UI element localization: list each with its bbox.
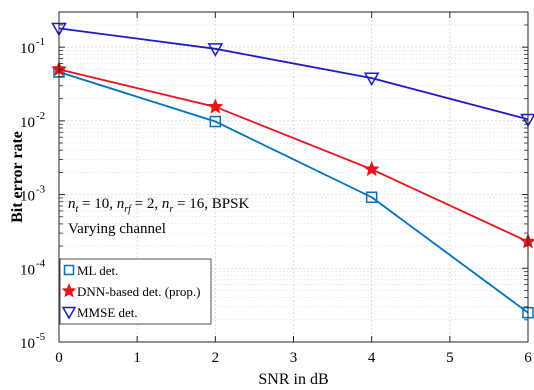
x-tick-label: 2 xyxy=(212,350,220,366)
x-axis-title: SNR in dB xyxy=(258,371,328,388)
x-tick-label: 0 xyxy=(55,350,63,366)
series-point-0 xyxy=(365,191,378,204)
legend-box xyxy=(59,258,212,325)
y-tick-exponent: -1 xyxy=(36,36,45,48)
legend-marker-2 xyxy=(61,306,77,320)
x-tick-label: 1 xyxy=(133,350,141,366)
y-tick-exponent: -2 xyxy=(36,110,45,122)
y-tick-exponent: -3 xyxy=(36,184,46,196)
legend-label-0: ML det. xyxy=(77,263,118,278)
y-tick-label: 10 xyxy=(20,262,35,278)
ticks-layer xyxy=(58,12,529,343)
series-point-2 xyxy=(207,43,224,57)
y-tick-label: 10 xyxy=(20,336,35,352)
series-point-2 xyxy=(363,72,380,87)
legend: ML det. DNN-based det. (prop.) MMSE det. xyxy=(59,258,212,325)
x-tick-label: 6 xyxy=(524,350,532,366)
y-axis-title: Bit error rate xyxy=(9,131,26,223)
y-tick-exponent: -5 xyxy=(36,331,46,343)
x-tick-label: 5 xyxy=(446,350,454,366)
annotation-box: nt = 10, nrf = 2, nr = 16, BPSK Varying … xyxy=(68,196,249,237)
series-point-1 xyxy=(207,98,224,114)
series-line-1 xyxy=(58,68,529,243)
x-tick-label: 3 xyxy=(290,350,298,366)
series-line-2 xyxy=(58,27,529,121)
y-tick-label: 10 xyxy=(20,41,35,57)
annotation-channel: Varying channel xyxy=(68,221,166,237)
series-point-0 xyxy=(209,115,222,128)
x-tick-label: 4 xyxy=(368,350,376,366)
legend-marker-0 xyxy=(63,264,75,276)
legend-label-1: DNN-based det. (prop.) xyxy=(77,284,200,299)
y-tick-exponent: -4 xyxy=(36,257,46,269)
legend-marker-1 xyxy=(61,283,77,298)
legend-label-2: MMSE det. xyxy=(77,305,138,320)
y-tick-label: 10 xyxy=(20,189,35,205)
annotation-params: nt = 10, nrf = 2, nr = 16, BPSK xyxy=(68,196,249,215)
tick-labels: 0 1 2 3 4 5 610-510-410-310-210-1 xyxy=(20,36,532,366)
series-line-0 xyxy=(58,71,529,314)
series-point-1 xyxy=(363,161,380,177)
y-tick-label: 10 xyxy=(20,115,35,131)
